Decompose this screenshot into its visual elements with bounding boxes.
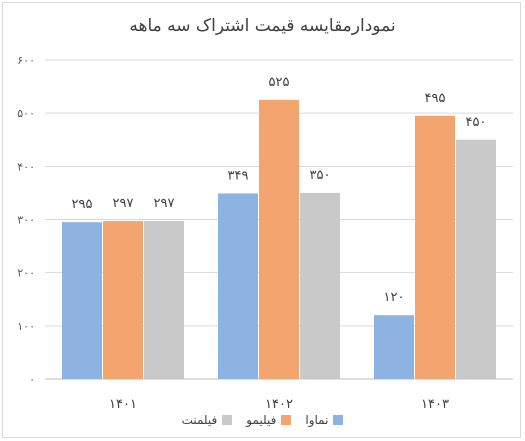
- legend-item: فیلیمو: [246, 413, 292, 427]
- bar: [300, 192, 340, 379]
- bar: [218, 193, 258, 379]
- y-tick-label: ۰: [29, 373, 35, 386]
- legend-item: فیلمنت: [182, 413, 233, 427]
- bar: [144, 221, 184, 379]
- y-tick-label: ۱۰۰: [17, 320, 35, 333]
- y-tick-label: ۳۰۰: [17, 214, 35, 227]
- data-label: ۴۹۵: [425, 91, 446, 106]
- data-label: ۲۹۷: [113, 196, 134, 211]
- bar: [456, 139, 496, 379]
- x-category-label: ۱۴۰۳: [421, 397, 449, 412]
- bar: [374, 315, 414, 379]
- bar: [62, 222, 102, 379]
- data-label: ۵۲۵: [269, 75, 290, 90]
- y-tick-label: ۶۰۰: [17, 54, 35, 67]
- data-label: ۴۵۰: [466, 115, 487, 130]
- bar: [415, 115, 455, 379]
- chart-legend: نماوا فیلیمو فیلمنت: [0, 413, 525, 427]
- data-label: ۳۵۰: [310, 168, 331, 183]
- legend-label: فیلمنت: [181, 413, 218, 427]
- data-label: ۱۲۰: [384, 290, 405, 305]
- data-label: ۲۹۷: [154, 196, 175, 211]
- bar: [103, 221, 143, 379]
- chart-title: نمودارمقایسه قیمت اشتراک سه ماهه: [129, 16, 396, 36]
- y-tick-label: ۲۰۰: [17, 267, 35, 280]
- legend-swatch: [333, 415, 344, 425]
- data-label: ۲۹۵: [72, 197, 93, 212]
- legend-swatch: [222, 415, 233, 425]
- legend-label: فیلیمو: [246, 413, 277, 427]
- x-category-label: ۱۴۰۲: [265, 397, 293, 412]
- legend-item: نماوا: [305, 413, 344, 427]
- bar: [259, 99, 299, 379]
- y-tick-label: ۴۰۰: [17, 160, 35, 173]
- y-tick-label: ۵۰۰: [17, 107, 35, 120]
- x-category-label: ۱۴۰۱: [109, 397, 137, 412]
- legend-label: نماوا: [305, 413, 329, 427]
- data-label: ۳۴۹: [228, 168, 249, 183]
- legend-swatch: [281, 415, 292, 425]
